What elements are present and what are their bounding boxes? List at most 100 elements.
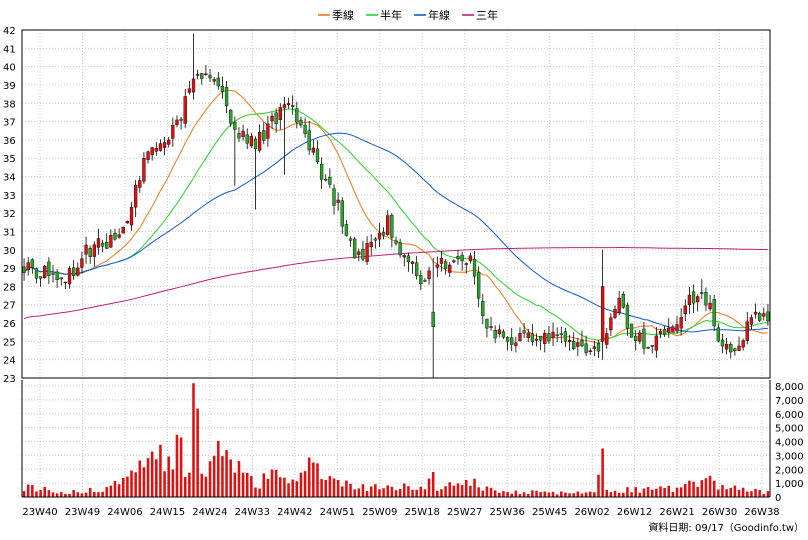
candle-body — [336, 199, 340, 203]
candle-body — [245, 134, 249, 144]
candle-body — [270, 115, 274, 122]
x-tick-label: 26W02 — [574, 507, 609, 518]
candle-body — [605, 333, 609, 345]
price-tick-label: 30 — [3, 246, 16, 257]
candle-body — [489, 326, 493, 328]
candle-body — [332, 188, 336, 206]
price-tick-label: 37 — [3, 118, 16, 129]
candle-body — [588, 350, 592, 353]
volume-bar — [737, 489, 741, 497]
volume-bar — [39, 490, 42, 497]
candle-body — [745, 321, 749, 341]
candle-body — [307, 130, 311, 151]
candle-body — [183, 96, 187, 124]
candle-body — [423, 280, 427, 282]
candle-body — [96, 238, 101, 248]
volume-bar — [245, 472, 249, 497]
volume-bar — [588, 491, 592, 497]
volume-bar — [336, 479, 340, 497]
candle-body — [162, 142, 167, 148]
volume-bar — [584, 492, 588, 497]
volume-bar — [481, 490, 485, 497]
candle-body — [708, 302, 712, 310]
volume-bar — [369, 486, 373, 497]
volume-bar — [382, 488, 385, 497]
volume-bar — [696, 486, 699, 497]
candle-body — [233, 122, 237, 130]
volume-bar — [551, 491, 555, 497]
volume-bar — [646, 487, 650, 497]
volume-bar — [692, 481, 695, 497]
volume-bar — [506, 491, 509, 497]
volume-bar — [626, 487, 629, 497]
volume-bar — [270, 469, 274, 497]
candle-body — [373, 238, 377, 241]
candle-body — [439, 258, 444, 264]
candle-body — [696, 296, 700, 303]
x-tick-label: 24W06 — [107, 507, 142, 518]
volume-bar — [274, 469, 278, 497]
candle-body — [448, 264, 452, 273]
volume-bar — [72, 489, 75, 497]
volume-bar — [688, 480, 691, 497]
volume-bar — [655, 488, 658, 497]
candle-body — [348, 238, 353, 241]
volume-bar — [564, 492, 567, 497]
price-tick-label: 25 — [3, 337, 16, 348]
volume-bar — [138, 460, 142, 497]
candle-body — [609, 317, 613, 331]
volume-bar — [663, 487, 666, 497]
candle-body — [394, 240, 398, 244]
volume-bar — [659, 486, 662, 497]
volume-bar — [221, 456, 224, 497]
volume-bar — [88, 487, 92, 497]
candle-body — [679, 317, 683, 329]
volume-bar — [167, 456, 170, 497]
candle-body — [200, 73, 204, 79]
volume-bar — [630, 492, 633, 497]
candle-body — [386, 215, 390, 235]
volume-bar — [208, 461, 212, 497]
volume-bar — [609, 492, 613, 497]
candle-body — [555, 334, 559, 336]
volume-bar — [498, 492, 501, 497]
candle-body — [51, 273, 55, 275]
candle-body — [109, 234, 113, 248]
candle-body — [129, 207, 134, 226]
candle-body — [220, 86, 225, 92]
candle-body — [324, 178, 328, 181]
volume-bar — [22, 491, 26, 497]
volume-bar — [262, 473, 266, 497]
candle-body — [472, 258, 477, 277]
volume-bar — [419, 486, 423, 497]
price-tick-label: 35 — [3, 154, 16, 165]
candle-body — [638, 332, 642, 342]
volume-bar — [415, 489, 418, 497]
price-tick-label: 33 — [3, 191, 16, 202]
volume-bar — [741, 487, 745, 497]
volume-bar — [183, 477, 187, 497]
x-tick-label: 25W36 — [490, 507, 525, 518]
candle-body — [212, 79, 216, 82]
volume-bar — [378, 489, 381, 497]
candle-body — [493, 329, 497, 339]
volume-bar — [423, 489, 427, 497]
volume-tick-label: 0 — [775, 493, 781, 504]
volume-bar — [526, 493, 530, 497]
volume-bar — [531, 490, 534, 497]
candle-body — [142, 158, 146, 182]
volume-bar — [200, 473, 204, 497]
candle-body — [154, 148, 158, 152]
candle-body — [758, 313, 762, 321]
legend: 季線 半年 年線 三年 — [318, 8, 498, 22]
candle-body — [125, 221, 130, 224]
volume-bar — [31, 485, 34, 497]
candle-body — [456, 256, 460, 260]
candle-body — [514, 342, 518, 347]
volume-tick-label: 2,000 — [775, 465, 804, 476]
price-tick-label: 40 — [3, 63, 16, 74]
candle-body — [253, 138, 258, 149]
legend-label-3: 三年 — [476, 8, 498, 22]
volume-bar — [126, 476, 129, 497]
candle-body — [654, 335, 658, 351]
